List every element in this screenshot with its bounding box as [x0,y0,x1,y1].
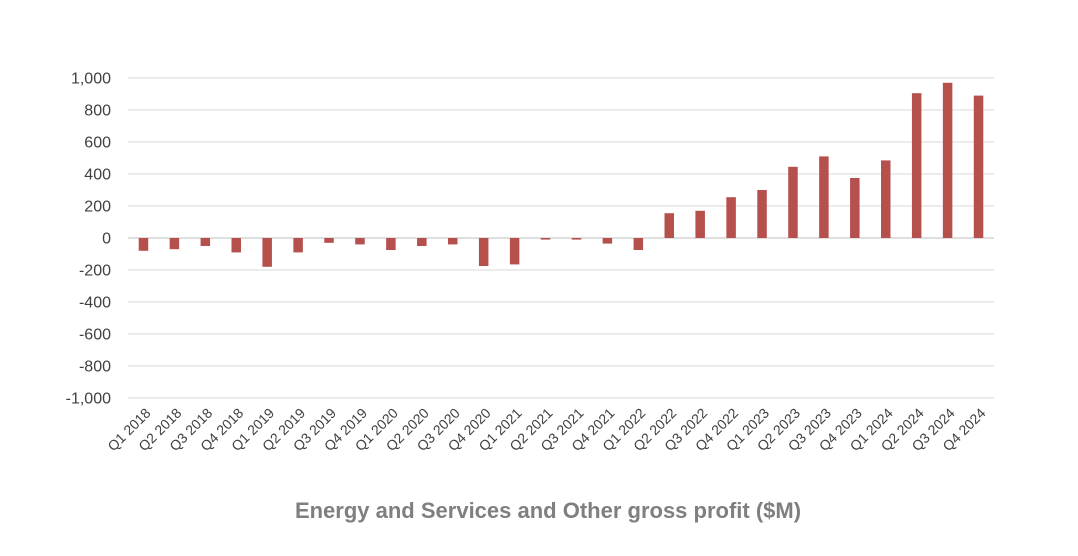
bar [881,160,891,238]
bar [819,156,829,238]
bar [293,238,303,253]
bar [757,190,767,238]
bar [942,82,953,238]
y-tick-label: -200 [79,263,111,280]
bar [850,178,860,238]
bar [262,238,272,267]
bar [478,238,489,266]
y-tick-label: 600 [84,135,111,152]
bar [448,238,458,245]
bar [417,238,427,246]
y-axis-ticks: 1,000 800 600 400 200 0 -200 -400 -600 -800 -1,000 [66,71,111,408]
y-tick-label: -1,000 [66,391,111,408]
bar [386,238,396,250]
bar [788,166,798,238]
y-tick-label: -800 [79,359,111,376]
y-tick-label: -600 [79,327,111,344]
bar [138,238,149,251]
bar [633,238,644,250]
y-tick-label: 400 [84,167,111,184]
bar [169,238,180,250]
bar [602,238,613,244]
y-tick-label: 0 [102,231,111,248]
bar [200,238,211,246]
bar [540,238,551,240]
bar [324,238,334,243]
bar [726,197,736,238]
y-tick-label: 200 [84,199,111,216]
bar [664,213,674,238]
bar [911,93,922,238]
y-tick-label: -400 [79,295,111,312]
bars [138,82,984,267]
chart-title: Energy and Services and Other gross prof… [295,498,801,523]
bar [695,210,705,238]
bar [571,238,582,240]
y-tick-label: 1,000 [71,71,111,88]
bar [231,238,241,253]
bar [355,238,365,245]
y-tick-label: 800 [84,103,111,120]
gridlines [128,77,994,399]
bar [973,95,984,238]
bar [509,238,520,265]
